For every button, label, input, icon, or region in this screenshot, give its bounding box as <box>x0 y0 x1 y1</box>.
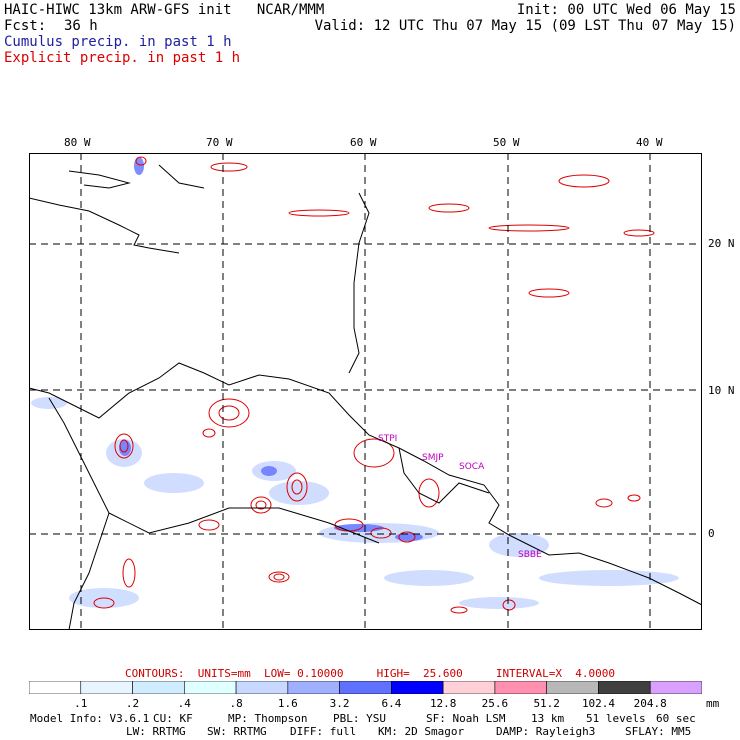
colorbar-swatch <box>29 681 82 694</box>
colorbar-tick-label: 6.4 <box>381 697 402 710</box>
colorbar-swatch <box>339 681 392 694</box>
forecast-label: Fcst: <box>4 18 47 34</box>
colorbar-tick-label: .8 <box>229 697 243 710</box>
station-soca: SOCA <box>459 462 485 472</box>
lat-label-20n: 20 N <box>708 237 735 250</box>
model-info-version: Model Info: V3.6.1 <box>30 712 150 725</box>
legend-cumulus: Cumulus precip. in past 1 h <box>4 34 232 50</box>
cumulus-precip-core <box>119 157 423 541</box>
lat-label-10n: 10 N <box>708 384 735 397</box>
lon-label-70w: 70 W <box>206 136 233 149</box>
model-info-sf: SF: Noah LSM <box>426 712 506 725</box>
forecast-hours: 36 h <box>64 18 98 34</box>
model-info-res: 13 km <box>531 712 565 725</box>
legend-explicit: Explicit precip. in past 1 h <box>4 50 241 66</box>
station-stpi: STPI <box>378 434 397 444</box>
colorbar-swatch <box>80 681 133 694</box>
coastlines <box>29 164 702 630</box>
colorbar-swatch <box>391 681 444 694</box>
model-info-levels: 51 levels <box>586 712 646 725</box>
colorbar-swatch <box>546 681 599 694</box>
colorbar-units: mm <box>706 697 720 710</box>
model-info-cu: CU: KF <box>153 712 193 725</box>
init-time: Init: 00 UTC Wed 06 May 15 <box>516 2 736 18</box>
colorbar-swatch <box>598 681 651 694</box>
colorbar-swatch <box>649 681 702 694</box>
colorbar-tick-label: 25.6 <box>481 697 509 710</box>
model-info-timestep: 60 sec <box>656 712 696 725</box>
model-info-pbl: PBL: YSU <box>333 712 386 725</box>
title-line: HAIC-HIWC 13km ARW-GFS init NCAR/MMM <box>4 2 325 18</box>
colorbar-swatch <box>132 681 185 694</box>
colorbar-tick-label: 204.8 <box>633 697 667 710</box>
explicit-precip-contours <box>93 156 655 614</box>
model-info-mp: MP: Thompson <box>228 712 308 725</box>
colorbar-tick-label: .2 <box>125 697 140 710</box>
lon-label-60w: 60 W <box>350 136 377 149</box>
model-info-damp: DAMP: Rayleigh3 <box>496 725 596 738</box>
graticule <box>29 153 702 630</box>
colorbar-tick-label: 12.8 <box>429 697 457 710</box>
colorbar-swatch <box>287 681 340 694</box>
station-sbbe: SBBE <box>518 550 542 560</box>
lon-label-80w: 80 W <box>64 136 91 149</box>
colorbar-swatch <box>184 681 237 694</box>
colorbar-swatch <box>494 681 547 694</box>
colorbar-swatch <box>235 681 289 694</box>
colorbar-swatch <box>442 681 496 694</box>
colorbar-tick-label: 1.6 <box>277 697 298 710</box>
model-info-sw: SW: RRTMG <box>207 725 267 738</box>
lon-label-40w: 40 W <box>636 136 663 149</box>
lat-label-equator: 0 <box>708 527 715 540</box>
colorbar-tick-label: 51.2 <box>533 697 560 710</box>
model-info-km: KM: 2D Smagor <box>378 725 465 738</box>
lon-label-50w: 50 W <box>493 136 520 149</box>
valid-time: Valid: 12 UTC Thu 07 May 15 (09 LST Thu … <box>314 18 736 34</box>
station-smjp: SMJP <box>422 453 444 463</box>
model-info-diff: DIFF: full <box>290 725 357 738</box>
contours-info: CONTOURS: UNITS=mm LOW= 0.10000 HIGH= 25… <box>124 667 616 680</box>
precip-map: STPI SMJP SOCA SBBE <box>29 153 702 630</box>
colorbar-tick-label: 102.4 <box>581 697 616 710</box>
colorbar <box>29 681 702 694</box>
colorbar-tick-label: .4 <box>177 697 191 710</box>
colorbar-tick-label: 3.2 <box>329 697 350 710</box>
model-info-sflay: SFLAY: MM5 <box>625 725 692 738</box>
model-info-lw: LW: RRTMG <box>126 725 186 738</box>
colorbar-tick-label: .1 <box>74 697 88 710</box>
